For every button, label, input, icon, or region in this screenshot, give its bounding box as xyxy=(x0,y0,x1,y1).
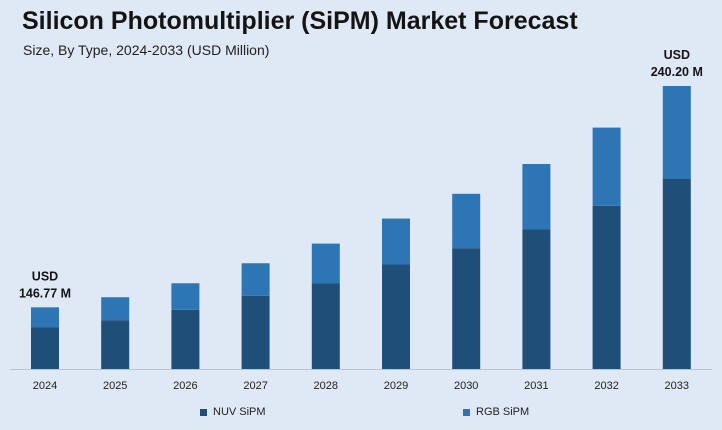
bar-nuv-2028 xyxy=(311,283,340,369)
bar-rgb-2031 xyxy=(522,164,551,230)
annotation-value: 146.77 M xyxy=(19,286,71,300)
bar-rgb-2029 xyxy=(382,218,410,265)
annotation-label: USD xyxy=(32,269,58,283)
x-tick-label: 2030 xyxy=(454,380,478,392)
x-tick-label: 2027 xyxy=(243,380,267,392)
bar-nuv-2033 xyxy=(662,178,691,369)
chart-title: Silicon Photomultiplier (SiPM) Market Fo… xyxy=(22,7,578,35)
bar-nuv-2027 xyxy=(241,295,270,369)
bar-nuv-2031 xyxy=(522,229,551,369)
bar-nuv-2029 xyxy=(382,264,410,369)
x-tick-label: 2024 xyxy=(33,380,57,392)
legend-label-rgb: RGB SiPM xyxy=(476,406,530,418)
legend-swatch-nuv xyxy=(200,408,207,416)
annotation-value: 240.20 M xyxy=(651,65,703,79)
x-tick-label: 2032 xyxy=(594,380,618,392)
bar-rgb-2028 xyxy=(311,243,340,284)
bar-nuv-2025 xyxy=(101,320,130,369)
x-tick-label: 2029 xyxy=(384,380,408,392)
bar-nuv-2024 xyxy=(31,327,59,369)
x-tick-label: 2028 xyxy=(314,380,338,392)
legend-label-nuv: NUV SiPM xyxy=(213,406,266,418)
bar-nuv-2030 xyxy=(452,248,481,369)
annotation-label: USD xyxy=(664,48,690,62)
bar-rgb-2027 xyxy=(241,263,270,296)
x-tick-label: 2025 xyxy=(103,380,127,392)
legend-item-nuv: NUV SiPM xyxy=(200,405,266,419)
bar-rgb-2033 xyxy=(662,86,691,179)
bar-rgb-2032 xyxy=(592,127,621,206)
x-tick-label: 2033 xyxy=(665,380,689,392)
x-tick-label: 2026 xyxy=(173,380,197,392)
bar-rgb-2025 xyxy=(101,297,130,321)
bar-nuv-2032 xyxy=(592,205,621,369)
bar-rgb-2026 xyxy=(171,283,200,310)
bar-rgb-2024 xyxy=(31,307,59,328)
chart-subtitle: Size, By Type, 2024-2033 (USD Million) xyxy=(23,42,270,58)
x-tick-label: 2031 xyxy=(524,380,548,392)
bar-rgb-2030 xyxy=(452,193,481,249)
legend-swatch-rgb xyxy=(463,408,470,416)
bar-nuv-2026 xyxy=(171,309,200,369)
legend-item-rgb: RGB SiPM xyxy=(463,405,529,419)
